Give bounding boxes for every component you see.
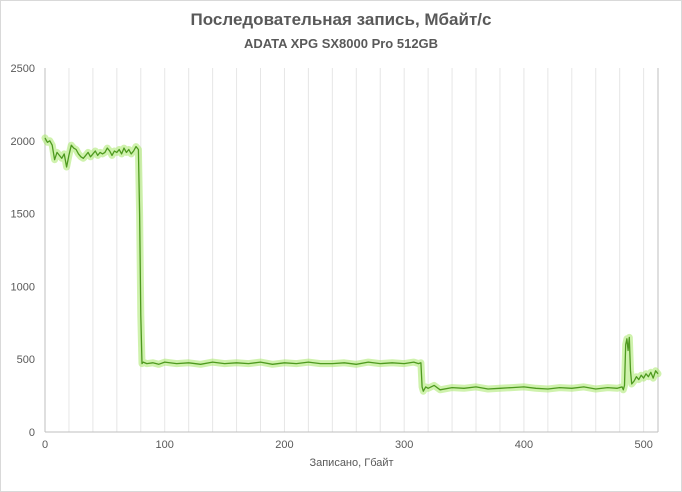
tick-labels: 0 500 1000 1500 2000 2500 0 100 200 300 400 500: [11, 63, 653, 451]
y-tick-label: 2000: [11, 136, 35, 148]
grid-lines: [68, 68, 645, 432]
x-tick-label: 400: [515, 439, 533, 451]
y-tick-label: 1500: [11, 209, 35, 221]
chart-title: Последовательная запись, Мбайт/с: [190, 10, 492, 29]
chart-subtitle: ADATA XPG SX8000 Pro 512GB: [243, 36, 439, 51]
x-tick-label: 500: [634, 439, 652, 451]
y-tick-label: 2500: [11, 63, 35, 75]
x-axis-label: Записано, Гбайт: [309, 457, 393, 469]
series-line: [44, 137, 659, 392]
series-glow: [41, 134, 662, 395]
x-tick-label: 300: [395, 439, 413, 451]
x-tick-label: 100: [156, 439, 174, 451]
x-tick-label: 200: [275, 439, 293, 451]
y-tick-label: 0: [29, 427, 35, 439]
x-tick-label: 0: [42, 439, 48, 451]
series-layer: [41, 134, 662, 395]
y-tick-label: 500: [17, 354, 35, 366]
y-tick-label: 1000: [11, 281, 35, 293]
